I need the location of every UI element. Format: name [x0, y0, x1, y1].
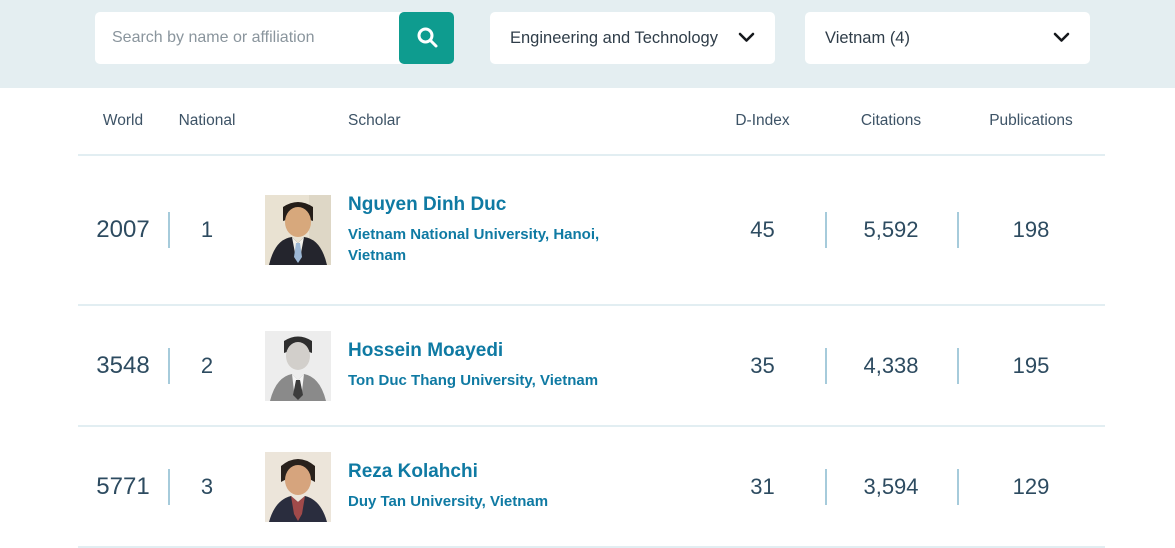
- citations-value: 4,338: [825, 353, 957, 379]
- scholar-affiliation: Duy Tan University, Vietnam: [348, 492, 549, 510]
- search-group: [95, 12, 454, 64]
- filter-bar: Engineering and Technology Vietnam (4): [0, 0, 1175, 88]
- scholar-name-link[interactable]: Reza Kolahchi: [348, 461, 478, 483]
- scholar-name-link[interactable]: Nguyen Dinh Duc: [348, 194, 507, 216]
- citations-value: 5,592: [825, 217, 957, 243]
- national-rank: 3: [168, 474, 246, 500]
- scholar-photo[interactable]: [265, 330, 331, 401]
- header-publications: Publications: [989, 112, 1073, 129]
- header-citations: Citations: [860, 112, 922, 129]
- table-row: 5771 3 Reza Kolahchi Duy Tan University,…: [78, 427, 1105, 548]
- scholar-photo[interactable]: [265, 451, 331, 522]
- search-input[interactable]: [95, 12, 403, 64]
- world-rank: 5771: [96, 472, 150, 500]
- scholar-affiliation: Vietnam National University, Hanoi, Viet…: [348, 225, 600, 264]
- chevron-down-icon: [738, 29, 755, 48]
- scholar-cell: Hossein Moayedi Ton Duc Thang University…: [246, 330, 700, 401]
- table-row: 2007 1 Nguyen Dinh Duc Vietnam National …: [78, 156, 1105, 306]
- d-index-value: 45: [750, 217, 775, 242]
- national-rank: 1: [168, 217, 246, 243]
- publications-value: 195: [957, 353, 1105, 379]
- scholar-affiliation: Ton Duc Thang University, Vietnam: [348, 371, 599, 389]
- scholar-info: Reza Kolahchi Duy Tan University, Vietna…: [348, 461, 548, 512]
- scholar-info: Hossein Moayedi Ton Duc Thang University…: [348, 340, 598, 391]
- d-index-value: 31: [750, 473, 775, 499]
- scholar-cell: Nguyen Dinh Duc Vietnam National Univers…: [246, 194, 700, 266]
- header-d-index: D-Index: [735, 112, 790, 129]
- scholar-info: Nguyen Dinh Duc Vietnam National Univers…: [348, 194, 658, 266]
- subject-dropdown[interactable]: Engineering and Technology: [490, 12, 775, 64]
- table-row: 3548 2 Hossein Moayedi Ton Duc Thang Uni…: [78, 306, 1105, 427]
- d-index-value: 35: [750, 352, 775, 378]
- scholar-name-link[interactable]: Hossein Moayedi: [348, 340, 504, 362]
- scholar-cell: Reza Kolahchi Duy Tan University, Vietna…: [246, 451, 700, 522]
- search-button[interactable]: [399, 12, 454, 64]
- country-dropdown[interactable]: Vietnam (4): [805, 12, 1090, 64]
- scholar-photo[interactable]: [265, 194, 331, 265]
- header-world: World: [102, 112, 144, 129]
- header-scholar: Scholar: [348, 112, 401, 129]
- search-icon: [415, 25, 439, 52]
- header-national: National: [178, 112, 236, 129]
- national-rank: 2: [168, 353, 246, 379]
- world-rank: 2007: [96, 216, 150, 243]
- scholar-ranking-table: World National Scholar D-Index Citations…: [78, 88, 1105, 548]
- publications-value: 129: [957, 474, 1105, 500]
- world-rank: 3548: [96, 351, 150, 379]
- chevron-down-icon: [1053, 29, 1070, 48]
- table-header-row: World National Scholar D-Index Citations…: [78, 88, 1105, 156]
- subject-dropdown-value: Engineering and Technology: [510, 28, 718, 47]
- publications-value: 198: [957, 217, 1105, 243]
- citations-value: 3,594: [825, 474, 957, 500]
- country-dropdown-value: Vietnam (4): [825, 28, 910, 47]
